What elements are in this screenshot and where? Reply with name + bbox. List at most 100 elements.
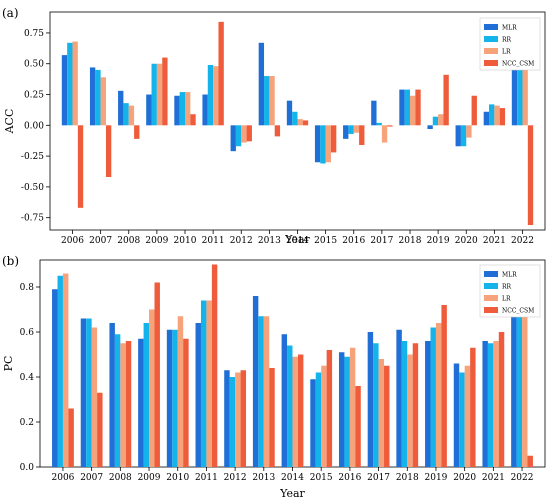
x-tick-label: 2006 — [52, 473, 75, 483]
y-tick-label: 0.00 — [24, 121, 44, 131]
bar-mlr-2020 — [453, 363, 460, 467]
bar-rr-2014 — [287, 345, 293, 467]
bar-mlr-2016 — [338, 352, 345, 467]
bar-lr-2014 — [297, 119, 303, 126]
bar-rr-2013 — [258, 316, 264, 467]
bar-rr-2009 — [151, 63, 157, 126]
x-tick-label: 2010 — [174, 236, 197, 246]
bar-ncc_csm-2017 — [387, 125, 393, 127]
bar-mlr-2021 — [482, 341, 488, 467]
x-tick-label: 2007 — [80, 473, 103, 483]
bar-mlr-2008 — [109, 323, 115, 467]
bar-rr-2021 — [489, 104, 495, 126]
bar-mlr-2006 — [61, 55, 68, 126]
bar-lr-2019 — [438, 114, 444, 126]
x-tick-label: 2013 — [258, 236, 281, 246]
x-tick-label: 2007 — [89, 236, 112, 246]
bar-rr-2006 — [57, 275, 63, 467]
legend-swatch-rr — [484, 36, 498, 42]
acc-panel: 0.75 0.50 0.25 0.00 -0.25 -0.50 -0.75 2006 2007 2… — [2, 6, 546, 246]
x-tick-label: 2016 — [342, 236, 365, 246]
x-tick-label: 2014 — [281, 473, 304, 483]
legend-swatch-ncc_csm — [484, 60, 498, 66]
bar-ncc_csm-2013 — [274, 125, 281, 137]
x-tick-label: 2006 — [61, 236, 84, 246]
x-tick-label: 2022 — [511, 236, 534, 246]
bar-lr-2010 — [185, 92, 191, 126]
pc-panel: 0.0 0.2 0.4 0.6 0.8 2006 2007 2008 2009 2010 2011 2… — [2, 254, 546, 500]
bar-mlr-2010 — [166, 329, 173, 467]
legend-swatch-rr — [484, 283, 498, 289]
bar-lr-2020 — [464, 365, 471, 467]
legend-label-ncc_csm: NCC_CSM — [502, 308, 534, 315]
bar-ncc_csm-2009 — [154, 282, 160, 467]
bar-rr-2016 — [344, 356, 350, 467]
bar-ncc_csm-2013 — [269, 368, 275, 467]
bar-lr-2016 — [353, 125, 360, 133]
bar-rr-2015 — [315, 372, 322, 467]
x-tick-label: 2021 — [483, 236, 506, 246]
y-tick-label: 0.50 — [24, 60, 44, 70]
bar-ncc_csm-2022 — [527, 125, 534, 226]
x-tick-label: 2017 — [367, 473, 390, 483]
bar-lr-2016 — [349, 347, 356, 467]
legend-label-ncc_csm: NCC_CSM — [502, 61, 534, 68]
y-tick-label: 0.0 — [20, 463, 35, 473]
bar-lr-2018 — [410, 95, 416, 126]
x-tick-label: 2018 — [399, 236, 422, 246]
bar-mlr-2017 — [367, 332, 374, 467]
bar-rr-2016 — [348, 125, 354, 134]
bar-rr-2020 — [460, 125, 467, 147]
bar-ncc_csm-2006 — [68, 408, 74, 467]
bar-rr-2020 — [459, 372, 465, 467]
bar-ncc_csm-2021 — [498, 332, 505, 467]
x-tick-label: 2009 — [145, 236, 168, 246]
bar-ncc_csm-2019 — [443, 74, 449, 126]
bar-lr-2006 — [72, 41, 78, 126]
bar-mlr-2012 — [230, 125, 236, 152]
y-tick-label: 0.6 — [20, 328, 35, 338]
bar-rr-2019 — [432, 116, 439, 126]
bar-ncc_csm-2018 — [415, 89, 421, 126]
y-tick-label: 0.8 — [20, 283, 35, 293]
bar-ncc_csm-2016 — [359, 125, 365, 146]
y-tick-label: -0.75 — [21, 214, 44, 224]
bar-rr-2015 — [320, 125, 326, 164]
bar-lr-2010 — [177, 316, 184, 467]
x-tick-label: 2015 — [310, 473, 333, 483]
bar-lr-2013 — [263, 316, 270, 467]
legend-swatch-ncc_csm — [484, 307, 498, 313]
bar-lr-2009 — [149, 309, 155, 467]
bar-mlr-2022 — [511, 289, 517, 467]
panel-label: (a) — [2, 6, 19, 20]
panel-label: (b) — [2, 254, 19, 268]
x-tick-label: 2017 — [370, 236, 393, 246]
x-tick-label: 2018 — [396, 473, 419, 483]
bar-rr-2010 — [179, 92, 185, 126]
bar-rr-2019 — [430, 327, 436, 467]
legend-swatch-mlr — [484, 24, 498, 30]
x-tick-label: 2019 — [427, 236, 450, 246]
x-tick-label: 2021 — [482, 473, 505, 483]
bar-mlr-2011 — [202, 94, 208, 126]
y-axis-label: ACC — [3, 109, 16, 135]
y-tick-label: 0.75 — [24, 29, 44, 39]
x-tick-label: 2022 — [511, 473, 534, 483]
bar-mlr-2012 — [224, 370, 230, 467]
bar-lr-2019 — [435, 323, 442, 467]
bar-lr-2017 — [381, 125, 388, 143]
bar-lr-2014 — [292, 356, 298, 467]
x-axis-label: Year — [279, 487, 305, 500]
bar-lr-2011 — [213, 66, 219, 126]
legend-swatch-lr — [484, 295, 498, 301]
bar-ncc_csm-2014 — [302, 120, 309, 126]
bar-mlr-2009 — [138, 338, 144, 467]
x-tick-label: 2014 — [286, 236, 309, 246]
bar-lr-2009 — [156, 63, 163, 126]
bar-ncc_csm-2008 — [134, 125, 140, 139]
bar-mlr-2007 — [80, 318, 87, 467]
bar-rr-2018 — [401, 341, 408, 467]
legend-label-lr: LR — [502, 49, 511, 56]
legend-swatch-mlr — [484, 271, 498, 277]
legend-label-lr: LR — [502, 296, 511, 303]
